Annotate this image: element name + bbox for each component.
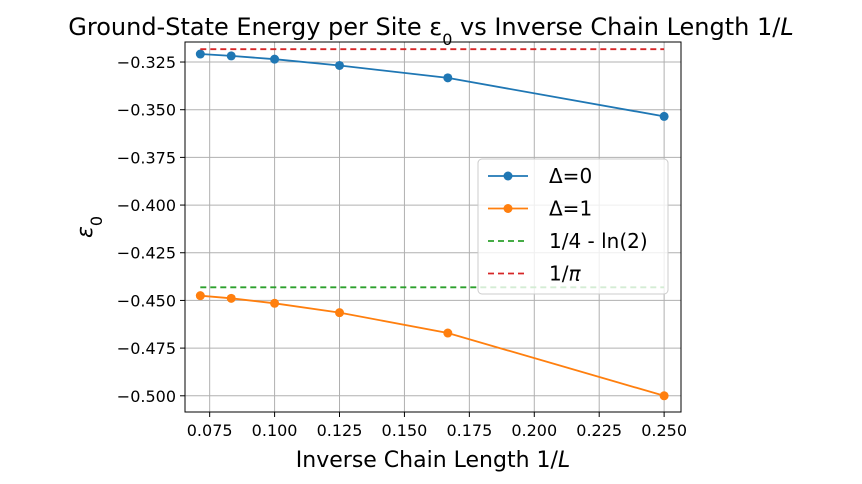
- x-axis-label: Inverse Chain Length 1/L: [296, 448, 570, 473]
- data-point-series-0: [335, 60, 345, 70]
- x-tick-label: 0.225: [576, 421, 622, 440]
- legend-box: [477, 158, 669, 295]
- legend-marker-0: [503, 171, 513, 181]
- legend-entries: Δ=0 Δ=1 1/4 - ln(2) 1/π: [488, 164, 648, 286]
- plot-series: [195, 48, 669, 401]
- legend: Δ=0 Δ=1 1/4 - ln(2) 1/π: [477, 158, 669, 295]
- x-tick-label: 0.075: [187, 421, 233, 440]
- legend-label-1: Δ=1: [549, 197, 592, 221]
- x-tick-label: 0.175: [446, 421, 492, 440]
- x-tick-label: 0.200: [511, 421, 557, 440]
- x-tick-label: 0.250: [641, 421, 687, 440]
- data-point-series-1: [335, 308, 345, 318]
- data-point-series-1: [195, 291, 205, 301]
- plot-frame: [184, 41, 682, 413]
- series-line-1: [200, 294, 665, 397]
- data-point-series-0: [443, 73, 453, 83]
- data-point-series-1: [226, 293, 236, 303]
- data-point-series-0: [226, 51, 236, 61]
- y-tick-label: −0.500: [117, 387, 176, 406]
- y-tick-label: −0.325: [117, 53, 176, 72]
- y-tick-label: −0.475: [117, 339, 176, 358]
- series-line-0: [200, 53, 665, 118]
- chart-title: Ground-State Energy per Site ε0 vs Inver…: [68, 13, 793, 49]
- y-tick-label: −0.450: [117, 291, 176, 310]
- data-point-series-1: [443, 328, 453, 338]
- data-point-series-1: [659, 391, 669, 401]
- data-point-series-0: [659, 111, 669, 121]
- y-tick-label: −0.400: [117, 196, 176, 215]
- data-point-series-1: [270, 298, 280, 308]
- y-tick-label: −0.425: [117, 244, 176, 263]
- legend-label-0: Δ=0: [549, 164, 592, 188]
- legend-label-2: 1/4 - ln(2): [549, 229, 648, 253]
- x-tick-label: 0.100: [252, 421, 298, 440]
- y-tick-label: −0.375: [117, 148, 176, 167]
- axis-ticks: 0.075 0.100 0.125 0.150 0.175 0.200 0.225 0.250…: [117, 53, 687, 440]
- legend-marker-1: [503, 204, 513, 213]
- y-tick-label: −0.350: [117, 101, 176, 120]
- x-tick-label: 0.150: [382, 421, 428, 440]
- y-axis-label: ε0: [73, 216, 106, 238]
- data-point-series-0: [270, 54, 280, 64]
- x-tick-label: 0.125: [317, 421, 363, 440]
- data-point-series-0: [195, 49, 205, 59]
- legend-label-3: 1/π: [549, 262, 581, 286]
